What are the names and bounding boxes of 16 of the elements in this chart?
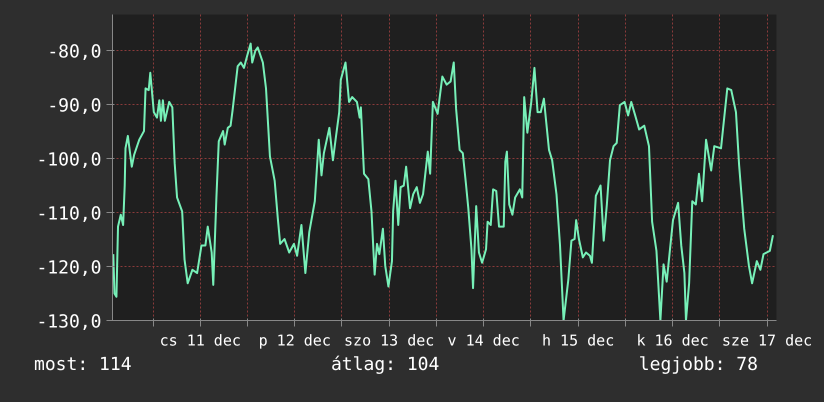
x-tick-label: h 15 dec — [542, 332, 614, 350]
x-tick-label: k 16 dec — [636, 332, 709, 350]
y-tick-label: -100,0 — [36, 150, 102, 171]
x-tick-label: sze 17 dec — [722, 332, 812, 350]
text: legjobb: 78 — [638, 353, 758, 377]
text: most: 114 — [34, 353, 132, 377]
y-tick-label: -110,0 — [36, 204, 102, 225]
y-tick-label: -80,0 — [47, 42, 102, 63]
x-tick-label: cs 11 dec — [160, 332, 241, 350]
x-tick-label: v 14 dec — [448, 332, 520, 350]
y-tick-label: -90,0 — [47, 96, 102, 117]
x-tick-label: p 12 dec — [258, 332, 331, 350]
y-tick-label: -130,0 — [36, 312, 102, 332]
y-tick-label: -120,0 — [36, 258, 102, 279]
x-tick-label: szo 13 dec — [344, 332, 434, 350]
text: átlag: 104 — [330, 353, 440, 377]
